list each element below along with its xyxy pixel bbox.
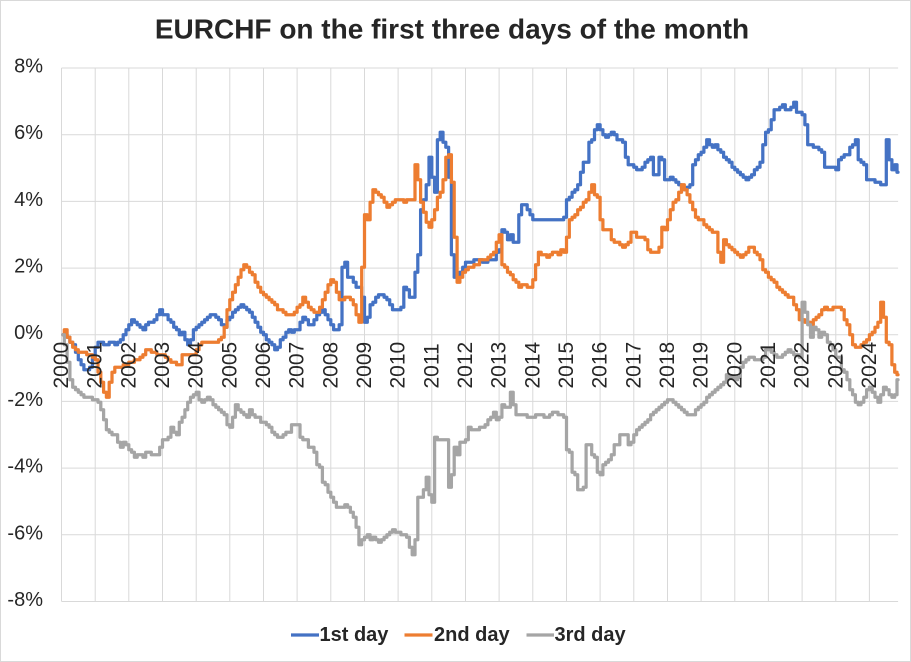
svg-text:2002: 2002	[117, 342, 140, 389]
svg-text:6%: 6%	[14, 122, 43, 144]
svg-text:2006: 2006	[252, 342, 275, 389]
svg-text:2021: 2021	[757, 342, 780, 389]
svg-text:4%: 4%	[14, 189, 43, 211]
svg-text:2013: 2013	[488, 342, 511, 389]
svg-text:-4%: -4%	[7, 456, 43, 478]
svg-text:2019: 2019	[690, 342, 713, 389]
svg-text:2015: 2015	[555, 342, 578, 389]
svg-text:2016: 2016	[589, 342, 612, 389]
svg-text:2011: 2011	[420, 343, 443, 388]
svg-text:2007: 2007	[286, 342, 309, 389]
svg-text:-2%: -2%	[7, 389, 43, 411]
svg-text:2022: 2022	[791, 342, 814, 389]
svg-text:2%: 2%	[14, 256, 43, 278]
svg-text:1st day: 1st day	[320, 624, 390, 646]
svg-text:EURCHF on the first three days: EURCHF on the first three days of the mo…	[155, 14, 749, 45]
svg-text:2nd day: 2nd day	[434, 624, 510, 646]
svg-text:2024: 2024	[858, 341, 881, 388]
svg-text:8%: 8%	[14, 56, 43, 78]
svg-text:2005: 2005	[218, 342, 241, 389]
svg-text:2009: 2009	[353, 342, 376, 389]
svg-text:2018: 2018	[656, 342, 679, 389]
svg-text:2004: 2004	[185, 341, 208, 388]
svg-text:-6%: -6%	[7, 522, 43, 544]
svg-text:2012: 2012	[454, 342, 477, 389]
svg-text:2014: 2014	[521, 341, 544, 388]
svg-text:3rd day: 3rd day	[555, 624, 627, 646]
svg-text:-8%: -8%	[7, 589, 43, 611]
svg-text:0%: 0%	[14, 322, 43, 344]
svg-text:2017: 2017	[622, 342, 645, 389]
svg-text:2023: 2023	[824, 342, 847, 389]
svg-text:2008: 2008	[319, 342, 342, 389]
svg-text:2003: 2003	[151, 342, 174, 389]
svg-text:2000: 2000	[50, 342, 73, 389]
svg-text:2010: 2010	[387, 342, 410, 389]
svg-text:2020: 2020	[723, 342, 746, 389]
svg-text:2001: 2001	[84, 342, 107, 389]
